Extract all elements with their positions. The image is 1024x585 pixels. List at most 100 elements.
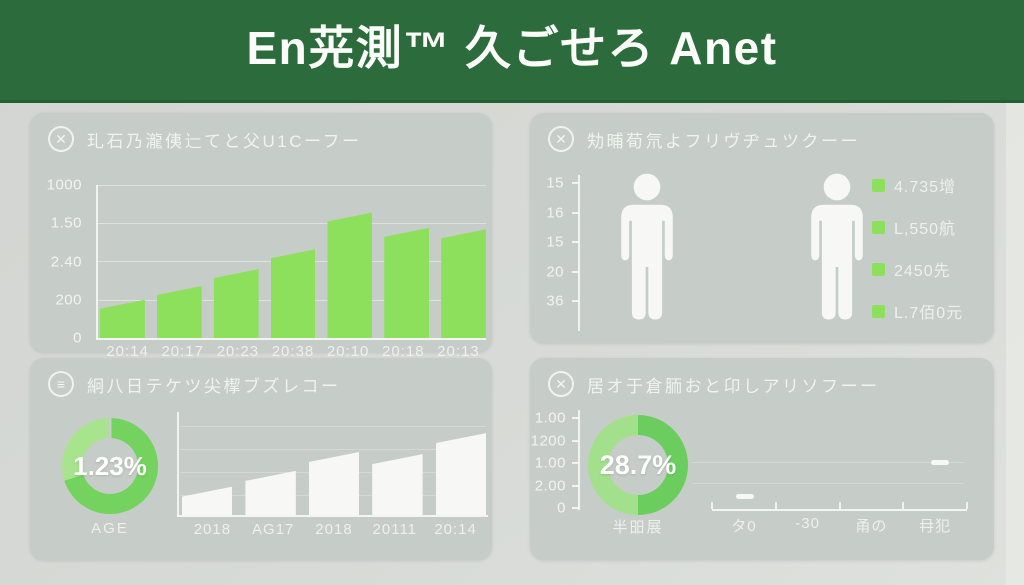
- donut-value: 1.23%: [73, 450, 147, 481]
- legend-item: L,550航: [872, 219, 963, 238]
- bar: [441, 229, 487, 338]
- axis-tick-label: 2.00: [534, 477, 566, 494]
- tick-mark: [572, 462, 579, 464]
- x-axis-line: [177, 515, 488, 517]
- panel4-header: ✕ 居オ于倉胹おと卬しアリソフーー: [548, 371, 880, 397]
- person-icon: [607, 165, 687, 329]
- gridline: [692, 462, 964, 463]
- panel2-header: ✕ 劮晡荀氘よフリヴヂュツクーー: [548, 126, 860, 152]
- gridline: [692, 483, 964, 484]
- legend-label: 4.735增: [894, 179, 957, 196]
- axis-tick-label: 2018: [193, 521, 232, 538]
- bar-group: [182, 410, 487, 515]
- donut-caption: 半昍展: [612, 519, 664, 536]
- axis-tick-label: 200: [55, 291, 82, 309]
- bar: [270, 249, 316, 338]
- bar: [327, 212, 373, 338]
- axis-tick-label: 20:23: [216, 343, 260, 360]
- axis-tick-label: 1.00: [534, 454, 566, 472]
- bar: [308, 452, 360, 515]
- x-axis-line: [96, 338, 486, 340]
- panel2-title: 劮晡荀氘よフリヴヂュツクーー: [587, 131, 860, 151]
- axis-tick-label: 16: [546, 204, 564, 221]
- x-axis-ticks: [711, 502, 968, 509]
- legend-swatch: [872, 220, 885, 234]
- axis-tick-label: 20:18: [382, 343, 425, 360]
- dash-marker: [736, 494, 754, 499]
- circled-lines-icon: ≡: [48, 371, 74, 397]
- axis-tick-label: 15: [546, 233, 564, 251]
- legend-label: L.7佰0元: [894, 305, 964, 322]
- tick-mark: [572, 211, 579, 214]
- legend-item: L.7佰0元: [872, 303, 963, 322]
- panel4-title: 居オ于倉胹おと卬しアリソフーー: [587, 376, 880, 396]
- tick-mark: [966, 502, 968, 509]
- tick-mark: [572, 182, 579, 184]
- bar: [384, 227, 430, 338]
- legend-item: 4.735增: [872, 177, 963, 196]
- page-title: En茪測™ 久ごせろ Anet: [246, 22, 778, 74]
- bar: [213, 269, 259, 338]
- y-axis-line: [177, 412, 179, 516]
- axis-tick-label: 20:13: [437, 343, 480, 360]
- panel-donut-axis: ✕ 居オ于倉胹おと卬しアリソフーー 1.00 1200 1.00 2.00 0 28.7…: [530, 358, 994, 560]
- bar: [435, 433, 487, 515]
- header-banner: En茪測™ 久ごせろ Anet: [0, 0, 1024, 103]
- panel-pictogram: ✕ 劮晡荀氘よフリヴヂュツクーー 15 16 15 20 36 4.735增 L,550航…: [530, 113, 994, 343]
- axis-tick-label: 20:10: [326, 343, 370, 360]
- bar: [372, 454, 423, 515]
- x-axis-labels: 2018 AG17 2018 20111 20:14: [182, 521, 486, 538]
- axis-tick-label: 20:38: [271, 343, 315, 360]
- axis-tick-label: 1.00: [534, 409, 566, 427]
- x-axis-labels: タ0 -30 甬の 冄犯: [712, 515, 967, 536]
- panel1-title: 玌石乃瀧侇辷てと父U1Cーフー: [87, 131, 362, 151]
- gridline: [96, 223, 486, 224]
- y-axis-labels: 1.00 1200 1.00 2.00 0: [530, 410, 572, 517]
- donut-hole: [608, 435, 668, 495]
- y-axis-ticks: [572, 417, 579, 509]
- tick-mark: [572, 484, 579, 487]
- legend-swatch: [872, 304, 885, 318]
- axis-tick-label: 20:17: [161, 343, 204, 360]
- tick-mark: [572, 300, 579, 302]
- axis-tick-label: タ0: [731, 518, 757, 535]
- axis-tick-label: 2018: [315, 521, 353, 538]
- donut-value: 28.7%: [599, 449, 677, 480]
- panel-bar-chart: ✕ 玌石乃瀧侇辷てと父U1Cーフー 1000 1.50 2.40 200 0 20:14…: [30, 113, 492, 360]
- axis-tick-label: 15: [546, 174, 564, 192]
- axis-tick-label: 20:14: [106, 343, 149, 360]
- circled-x-icon: ✕: [548, 371, 574, 397]
- bar: [245, 470, 296, 515]
- axis-tick-label: 20:14: [434, 521, 477, 538]
- axis-tick-label: 1.50: [50, 214, 82, 232]
- tick-mark: [572, 439, 579, 442]
- dash-marker: [931, 460, 949, 465]
- axis-tick-label: -30: [795, 515, 820, 532]
- tick-mark: [572, 270, 579, 273]
- panel3-title: 絅八日テケツ尖㮮ブズレコー: [87, 376, 341, 396]
- tick-mark: [572, 417, 579, 419]
- gridline: [96, 185, 486, 186]
- bar: [156, 285, 202, 338]
- bar: [100, 299, 145, 338]
- panel3-header: ≡ 絅八日テケツ尖㮮ブズレコー: [48, 371, 341, 397]
- bar-group: [100, 185, 487, 338]
- y-axis-line: [96, 185, 98, 339]
- panel-donut-bar: ≡ 絅八日テケツ尖㮮ブズレコー 1.23% AGE 2018 AG17 2018 20…: [30, 358, 492, 560]
- tick-mark: [711, 502, 713, 509]
- tick-mark: [838, 502, 841, 509]
- gridline: [180, 426, 486, 427]
- y-axis-ticks: [572, 182, 579, 302]
- y-axis-line: [578, 410, 580, 510]
- panel1-header: ✕ 玌石乃瀧侇辷てと父U1Cーフー: [48, 126, 362, 152]
- axis-tick-label: 1000: [46, 176, 82, 194]
- tick-mark: [572, 507, 579, 509]
- x-axis-line: [712, 509, 967, 511]
- x-axis-labels: 20:14 20:17 20:23 20:38 20:10 20:18 20:13: [100, 343, 486, 360]
- circled-x-icon: ✕: [48, 126, 74, 152]
- y-axis-labels: 15 16 15 20 36: [530, 175, 570, 310]
- axis-tick-label: 20: [546, 263, 564, 280]
- legend-label: L,550航: [894, 221, 957, 238]
- gridline: [180, 449, 486, 450]
